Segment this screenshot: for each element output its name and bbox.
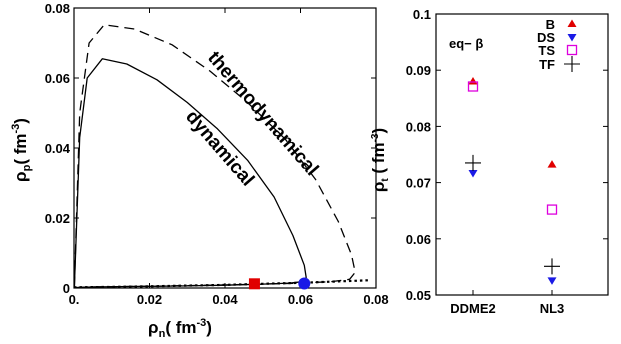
curve-dotted (73, 279, 369, 289)
legend-label-ds: DS (537, 30, 555, 45)
left-y-tick-label: 0.06 (45, 71, 70, 86)
left-x-tick-label: 0.06 (288, 292, 313, 307)
right-plot-frame (435, 13, 609, 296)
left-y-tick-label: 0.02 (45, 211, 70, 226)
legend-label-b: B (546, 17, 555, 32)
annotation-dynamical: dynamical (181, 107, 258, 191)
right-y-tick-label: 0.05 (406, 288, 431, 303)
point-tf (465, 154, 481, 171)
category-label: NL3 (540, 301, 565, 316)
left-y-tick-label: 0 (63, 281, 70, 296)
right-y-tick-label: 0.1 (413, 7, 431, 22)
legend-marker-tf (564, 56, 580, 72)
point-ds (547, 277, 557, 285)
legend-label-ts: TS (538, 43, 555, 58)
left-x-tick-label: 0.08 (363, 292, 388, 307)
category-label: DDME2 (450, 301, 496, 316)
marker-circle (298, 277, 311, 290)
right-y-tick-label: 0.08 (406, 119, 431, 134)
left-y-tick-label: 0.08 (45, 1, 70, 16)
left-x-tick-label: 0. (69, 292, 80, 307)
point-ts (546, 204, 558, 215)
marker-square (248, 278, 260, 290)
point-tf (544, 258, 560, 275)
left-x-tick-label: 0.02 (137, 292, 162, 307)
right-y-tick-label: 0.07 (406, 176, 431, 191)
right-axis-ticks: 0.05 0.06 0.07 0.08 0.09 0.1 DDME2 NL3 (406, 7, 608, 316)
point-b (468, 76, 478, 85)
point-ds (468, 170, 478, 178)
left-y-axis-label: ρp( fm-3) (10, 118, 33, 182)
right-data-points (465, 76, 560, 285)
left-curves (73, 24, 369, 289)
curve-solid (73, 58, 307, 289)
point-b (547, 160, 557, 168)
legend-marker-b (567, 19, 577, 27)
left-axis-ticks: 0. 0.02 0.04 0.06 0.08 0 0.02 0.04 0.06 0.08 (45, 1, 389, 307)
point-ts (467, 81, 479, 92)
legend-marker-ts (566, 44, 578, 56)
right-y-tick-label: 0.06 (406, 232, 431, 247)
left-x-tick-label: 0.04 (212, 292, 238, 307)
left-markers (248, 277, 311, 290)
annotation-eq-beta: eq− β (449, 36, 483, 51)
left-x-axis-label: ρn( fm-3) (148, 317, 212, 340)
right-y-axis-label: ρt ( fm-3) (369, 128, 391, 192)
right-y-tick-label: 0.09 (406, 63, 431, 78)
legend-label-tf: TF (539, 57, 555, 72)
legend-marker-ds (567, 34, 577, 42)
left-y-tick-label: 0.04 (45, 141, 71, 156)
